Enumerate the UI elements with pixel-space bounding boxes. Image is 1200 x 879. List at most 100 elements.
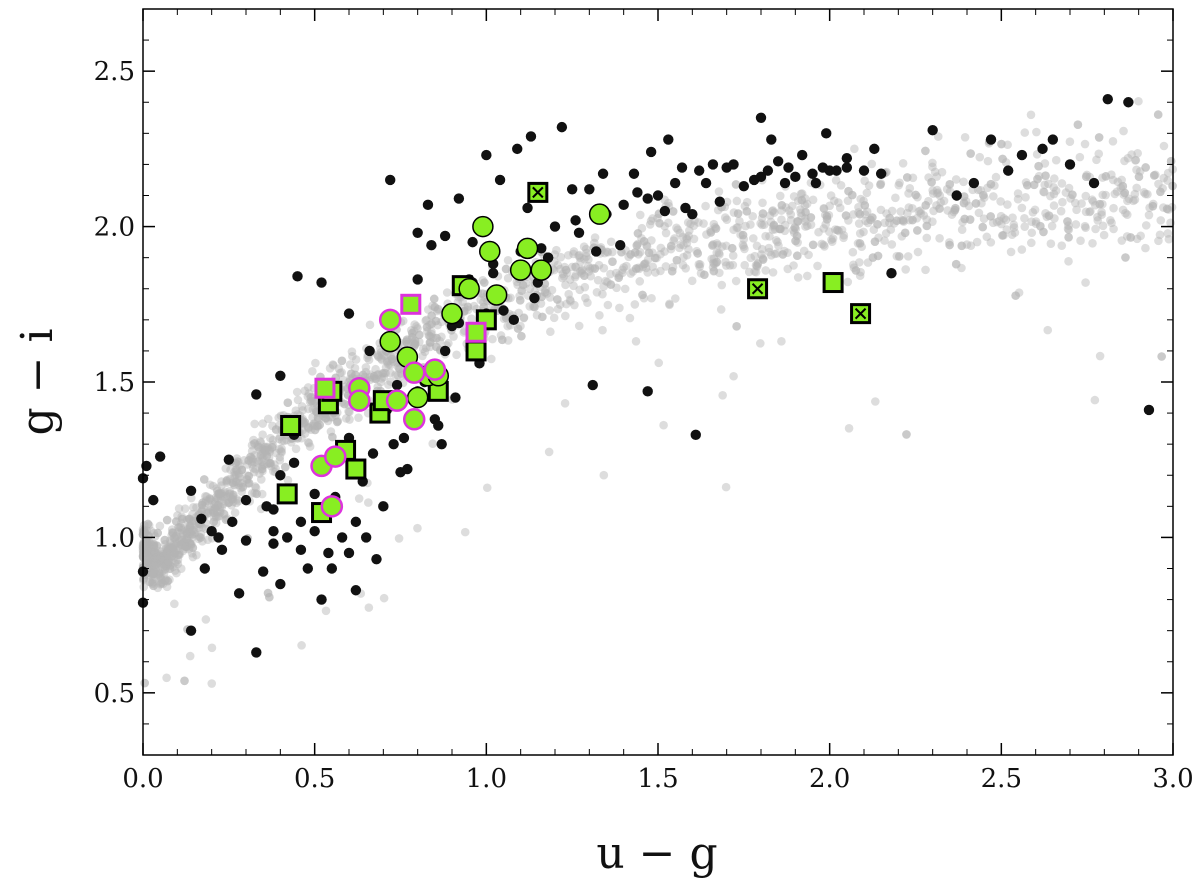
- background-point: [428, 301, 437, 311]
- background-point: [788, 225, 798, 235]
- background-point: [1107, 170, 1116, 179]
- background-point: [876, 180, 885, 189]
- background-point: [152, 560, 162, 569]
- background-point: [886, 225, 896, 234]
- background-point: [183, 523, 193, 532]
- background-point: [921, 201, 931, 210]
- background-point: [172, 568, 181, 578]
- background-point: [467, 314, 476, 324]
- background-point: [777, 200, 787, 210]
- background-point: [266, 461, 276, 471]
- background-point: [425, 331, 434, 341]
- background-point: [142, 548, 151, 558]
- background-point: [452, 350, 461, 360]
- dark-point: [439, 345, 451, 357]
- background-point: [608, 257, 617, 266]
- background-point: [310, 421, 320, 430]
- green-circle-point: [406, 386, 429, 409]
- background-point: [217, 489, 226, 498]
- background-point: [844, 424, 854, 433]
- background-point: [1040, 159, 1050, 168]
- background-point: [932, 201, 941, 210]
- background-point: [421, 316, 430, 326]
- background-point: [144, 553, 154, 563]
- background-point: [415, 330, 424, 340]
- background-point: [780, 220, 790, 230]
- background-point: [1164, 205, 1173, 214]
- background-point: [309, 419, 319, 428]
- background-point: [186, 521, 196, 531]
- background-point: [369, 371, 379, 381]
- background-point: [922, 221, 932, 231]
- background-point: [1073, 120, 1083, 129]
- background-point: [159, 569, 169, 578]
- background-point: [153, 570, 163, 580]
- background-point: [874, 233, 883, 242]
- background-point: [235, 472, 244, 482]
- background-point: [778, 250, 788, 259]
- background-point: [689, 221, 699, 231]
- background-point: [146, 544, 155, 554]
- background-point: [149, 581, 158, 591]
- background-point: [746, 253, 756, 263]
- background-point: [174, 504, 184, 513]
- background-point: [727, 243, 737, 253]
- background-point: [769, 221, 778, 231]
- background-point: [351, 355, 361, 364]
- background-point: [913, 247, 923, 257]
- background-point: [155, 551, 164, 561]
- background-point: [977, 198, 986, 208]
- background-point: [738, 230, 748, 240]
- background-point: [143, 558, 153, 567]
- background-point: [796, 189, 806, 199]
- dark-point: [398, 432, 410, 444]
- background-point: [384, 380, 393, 390]
- background-point: [618, 265, 627, 275]
- background-point: [172, 545, 182, 555]
- background-point: [711, 258, 721, 268]
- background-point: [880, 236, 889, 245]
- background-point: [1010, 228, 1020, 237]
- background-point: [378, 369, 387, 378]
- background-point: [936, 198, 946, 207]
- background-point: [427, 319, 436, 329]
- background-point: [304, 424, 313, 433]
- background-point: [157, 556, 166, 565]
- dark-point: [707, 159, 719, 170]
- background-point: [194, 532, 204, 541]
- background-point: [184, 514, 194, 524]
- background-point: [839, 231, 849, 240]
- background-point: [309, 398, 318, 408]
- background-point: [243, 460, 252, 469]
- background-point: [1026, 110, 1036, 120]
- background-point: [637, 223, 647, 233]
- dark-point: [642, 386, 653, 397]
- background-point: [205, 494, 215, 504]
- background-point: [851, 266, 861, 275]
- background-point: [300, 417, 310, 427]
- background-point: [1148, 201, 1158, 211]
- background-point: [822, 215, 832, 224]
- dark-point: [886, 268, 897, 279]
- background-point: [959, 198, 969, 208]
- background-point: [144, 560, 153, 569]
- dark-point: [316, 277, 327, 288]
- background-point: [410, 320, 419, 329]
- background-point: [248, 454, 258, 464]
- background-point: [793, 196, 803, 206]
- background-point: [146, 526, 156, 536]
- background-point: [916, 209, 926, 218]
- background-point: [385, 356, 394, 365]
- background-point: [187, 493, 196, 503]
- background-point: [159, 551, 168, 561]
- background-point: [225, 489, 235, 498]
- background-point: [264, 445, 273, 455]
- background-point: [590, 264, 600, 273]
- background-point: [373, 370, 382, 379]
- background-point: [778, 250, 788, 259]
- background-point: [227, 501, 236, 510]
- background-point: [959, 192, 969, 201]
- background-point: [1049, 189, 1059, 199]
- background-point: [169, 540, 179, 549]
- background-point: [849, 210, 858, 219]
